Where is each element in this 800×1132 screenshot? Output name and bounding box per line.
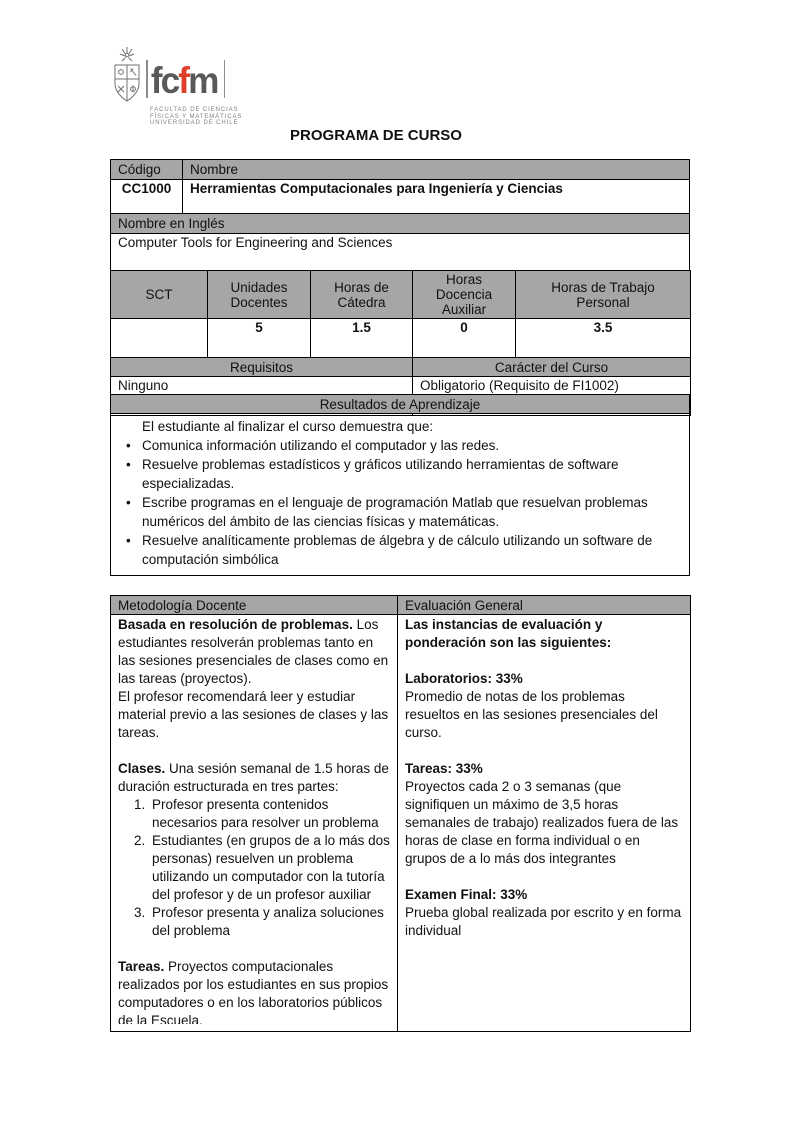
clases-paragraph: Clases. Una sesión semanal de 1.5 horas … [118,761,389,794]
university-shield-icon [114,47,140,102]
nombre-header-cell: Nombre [182,159,690,180]
horas-docencia-value-cell: 0 [412,318,516,358]
resultados-content-cell: El estudiante al finalizar el curso demu… [110,413,690,576]
methodology-evaluation-table: Metodología Docente Evaluación General B… [110,595,691,1032]
metodologia-content: Basada en resolución de problemas. Los e… [118,616,390,1024]
resultados-bullet-list: Comunica información utilizando el compu… [119,436,681,569]
page-title: PROGRAMA DE CURSO [290,127,462,144]
horas-trabajo-value-cell: 3.5 [515,318,691,358]
evaluacion-content: Las instancias de evaluación y ponderaci… [405,616,683,1024]
metodologia-paragraph-2: El profesor recomendará leer y estudiar … [118,689,389,740]
unidades-docentes-value-cell: 5 [207,318,311,358]
sct-value-cell [110,318,208,358]
horas-trabajo-header-cell: Horas de Trabajo Personal [515,270,691,319]
tareas-eval-desc: Proyectos cada 2 o 3 semanas (que signif… [405,779,679,866]
metodologia-header-cell: Metodología Docente [110,595,398,615]
unidades-docentes-header-cell: Unidades Docentes [207,270,311,319]
caracter-header-cell: Carácter del Curso [412,357,691,377]
clases-steps-list: Profesor presenta contenidos necesarios … [118,796,390,940]
horas-catedra-header-cell: Horas de Cátedra [310,270,413,319]
examen-final-label: Examen Final: 33% [405,887,528,902]
metodologia-content-cell: Basada en resolución de problemas. Los e… [110,614,398,1032]
wordmark-text: fcfm [150,60,219,101]
english-name-header-cell: Nombre en Inglés [110,213,690,234]
evaluacion-content-cell: Las instancias de evaluación y ponderaci… [397,614,691,1032]
wordmark-red-f: f [177,60,190,101]
requisitos-header-cell: Requisitos [110,357,413,377]
fcfm-wordmark: fcfm [146,58,226,101]
english-name-value-cell: Computer Tools for Engineering and Scien… [110,233,690,274]
laboratorios-desc: Promedio de notas de los problemas resue… [405,689,658,740]
sct-header-cell: SCT [110,270,208,319]
faculty-caption: FACULTAD DE CIENCIAS FÍSICAS Y MATEMÁTIC… [150,107,260,127]
clases-step: Estudiantes (en grupos de a lo más dos p… [149,832,390,904]
caption-line-3: UNIVERSIDAD DE CHILE [150,120,239,126]
clases-step: Profesor presenta y analiza soluciones d… [149,904,390,940]
nombre-value-cell: Herramientas Computacionales para Ingeni… [182,179,690,214]
evaluacion-header-cell: Evaluación General [397,595,691,615]
resultados-bullet: Resuelve problemas estadísticos y gráfic… [119,455,681,493]
horas-docencia-header-cell: Horas Docencia Auxiliar [412,270,516,319]
codigo-value-cell: CC1000 [110,179,183,214]
evaluacion-intro: Las instancias de evaluación y ponderaci… [405,617,612,650]
resultados-intro: El estudiante al finalizar el curso demu… [142,419,434,434]
horas-catedra-value-cell: 1.5 [310,318,413,358]
resultados-header-cell: Resultados de Aprendizaje [110,394,690,414]
clases-step: Profesor presenta contenidos necesarios … [149,796,390,832]
resultados-bullet: Escribe programas en el lenguaje de prog… [119,493,681,531]
wordmark-left-rule [146,60,148,98]
tareas-paragraph: Tareas. Proyectos computacionales realiz… [118,959,389,1024]
laboratorios-label: Laboratorios: 33% [405,671,523,686]
fcfm-logo: fcfm FACULTAD DE CIENCIAS FÍSICAS Y MATE… [110,44,260,128]
course-identification-table: Código Nombre CC1000 Herramientas Comput… [110,159,690,274]
codigo-header-cell: Código [110,159,183,180]
resultados-bullet: Resuelve analíticamente problemas de álg… [119,531,681,569]
resultados-bullet: Comunica información utilizando el compu… [119,436,681,455]
examen-final-desc: Prueba global realizada por escrito y en… [405,905,682,938]
wordmark-right-rule [223,60,226,98]
caption-line-2: FÍSICAS Y MATEMÁTICAS [150,113,243,120]
learning-outcomes-table: Resultados de Aprendizaje El estudiante … [110,394,690,576]
metodologia-paragraph-1: Basada en resolución de problemas. Los e… [118,617,389,686]
tareas-eval-label: Tareas: 33% [405,761,483,776]
caption-line-1: FACULTAD DE CIENCIAS [150,107,239,113]
